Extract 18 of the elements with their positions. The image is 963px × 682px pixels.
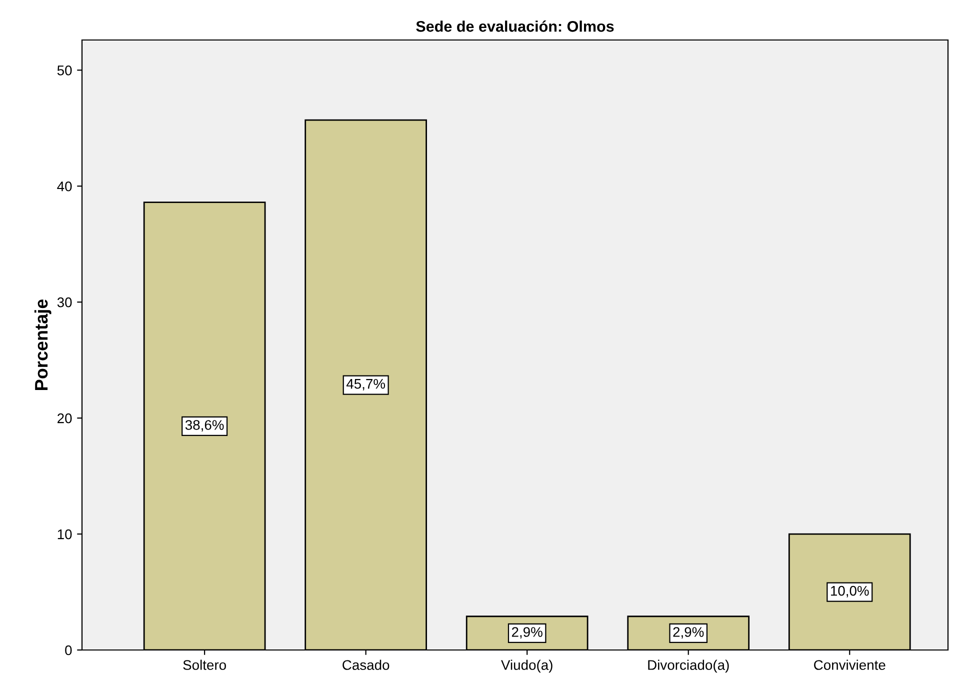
y-tick-label: 40 bbox=[57, 181, 72, 192]
x-tick-label: Soltero bbox=[183, 660, 226, 670]
y-tick-label: 30 bbox=[57, 297, 72, 308]
y-axis-title: Porcentaje bbox=[34, 299, 52, 390]
chart-title: Sede de evaluación: Olmos bbox=[416, 20, 614, 32]
y-tick-label: 50 bbox=[57, 65, 72, 76]
data-label: 2,9% bbox=[673, 627, 704, 639]
x-tick-label: Conviviente bbox=[814, 660, 886, 670]
y-tick-label: 0 bbox=[65, 645, 72, 656]
x-tick-label: Casado bbox=[342, 660, 390, 670]
data-label: 45,7% bbox=[346, 378, 386, 390]
data-label: 10,0% bbox=[830, 586, 869, 598]
x-tick-label: Divorciado(a) bbox=[648, 660, 729, 673]
data-label: 38,6% bbox=[185, 420, 224, 432]
data-label: 2,9% bbox=[512, 627, 542, 639]
x-tick-label: Viudo(a) bbox=[501, 660, 552, 673]
y-tick-label: 20 bbox=[58, 413, 72, 424]
y-tick-label: 10 bbox=[58, 529, 72, 540]
